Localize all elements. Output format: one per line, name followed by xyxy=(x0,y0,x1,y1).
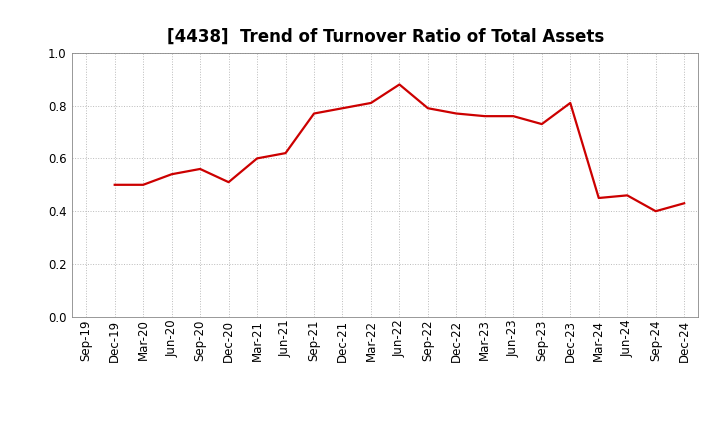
Title: [4438]  Trend of Turnover Ratio of Total Assets: [4438] Trend of Turnover Ratio of Total … xyxy=(166,28,604,46)
